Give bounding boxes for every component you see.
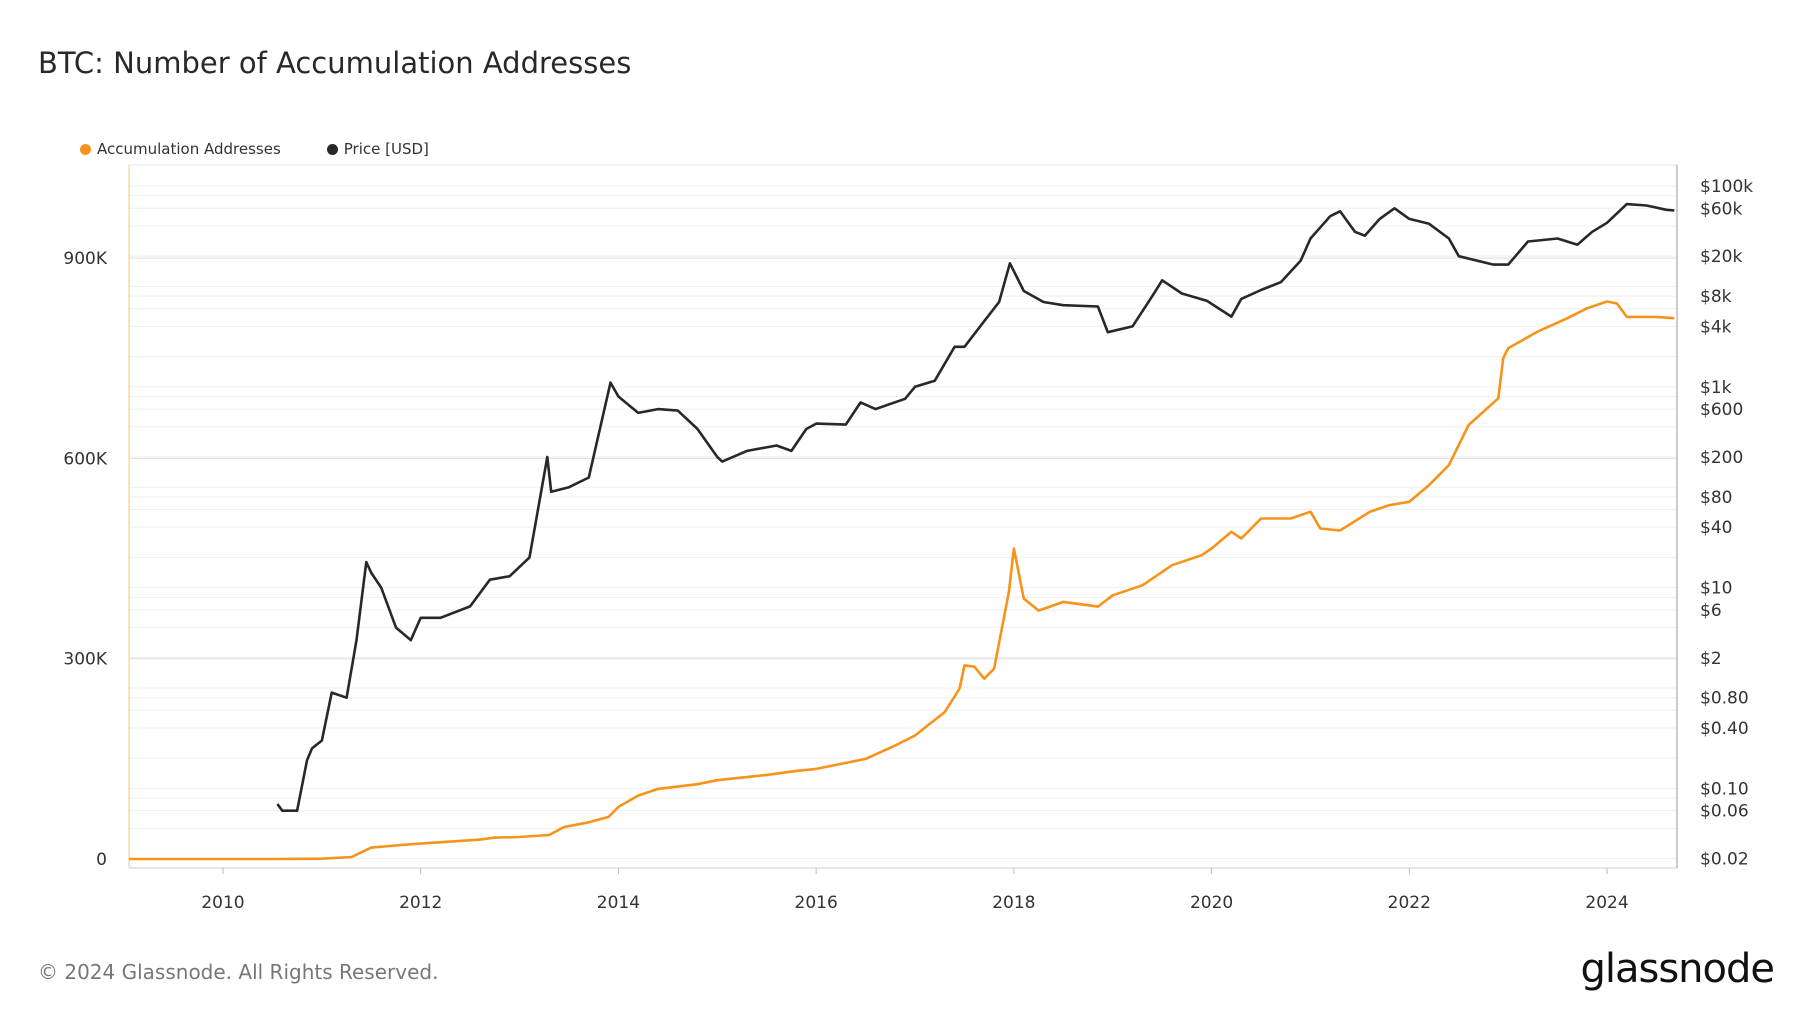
legend: Accumulation Addresses Price [USD] xyxy=(80,140,429,158)
y-left-tick-label: 600K xyxy=(63,449,107,469)
y-right-tick-label: $1k xyxy=(1700,378,1732,398)
copyright: © 2024 Glassnode. All Rights Reserved. xyxy=(38,960,439,984)
accumulation-addresses-line xyxy=(129,300,1675,861)
legend-label: Price [USD] xyxy=(343,140,429,158)
x-tick-label: 2010 xyxy=(201,893,244,913)
x-tick-label: 2016 xyxy=(795,893,838,913)
y-right-tick-label: $0.10 xyxy=(1700,779,1749,799)
y-right-tick-label: $6 xyxy=(1700,601,1722,621)
y-right-tick-label: $100k xyxy=(1700,177,1753,197)
y-right-tick-label: $0.06 xyxy=(1700,802,1749,822)
y-right-tick-label: $0.02 xyxy=(1700,850,1749,870)
x-tick-label: 2022 xyxy=(1388,893,1431,913)
y-left-tick-label: 300K xyxy=(63,650,107,670)
legend-dot-icon xyxy=(80,143,91,155)
y-right-tick-label: $10 xyxy=(1700,579,1732,599)
y-right-tick-label: $200 xyxy=(1700,448,1743,468)
chart-title: BTC: Number of Accumulation Addresses xyxy=(38,46,632,80)
y-right-tick-label: $20k xyxy=(1700,247,1742,267)
x-tick-label: 2014 xyxy=(597,893,640,913)
y-right-tick-label: $600 xyxy=(1700,400,1743,420)
y-right-tick-label: $0.40 xyxy=(1700,719,1749,739)
legend-label: Accumulation Addresses xyxy=(97,140,281,158)
y-right-tick-label: $2 xyxy=(1700,649,1722,669)
legend-item-price[interactable]: Price [USD] xyxy=(326,140,429,158)
x-tick-label: 2024 xyxy=(1585,893,1628,913)
price-line xyxy=(276,202,1675,812)
legend-item-accumulation[interactable]: Accumulation Addresses xyxy=(80,140,281,158)
x-tick-label: 2012 xyxy=(399,893,442,913)
legend-dot-icon xyxy=(326,143,338,155)
y-left-tick-label: 0 xyxy=(96,850,107,870)
y-right-tick-label: $60k xyxy=(1700,199,1742,219)
x-tick-label: 2020 xyxy=(1190,893,1233,913)
y-right-tick-label: $8k xyxy=(1700,287,1732,307)
y-right-tick-label: $0.80 xyxy=(1700,689,1749,709)
y-right-tick-label: $4k xyxy=(1700,317,1732,337)
y-right-tick-label: $40 xyxy=(1700,518,1732,538)
y-left-tick-label: 900K xyxy=(63,249,107,269)
x-tick-label: 2018 xyxy=(992,893,1035,913)
y-right-tick-label: $80 xyxy=(1700,488,1732,508)
glassnode-logo: glassnode xyxy=(1580,946,1775,992)
